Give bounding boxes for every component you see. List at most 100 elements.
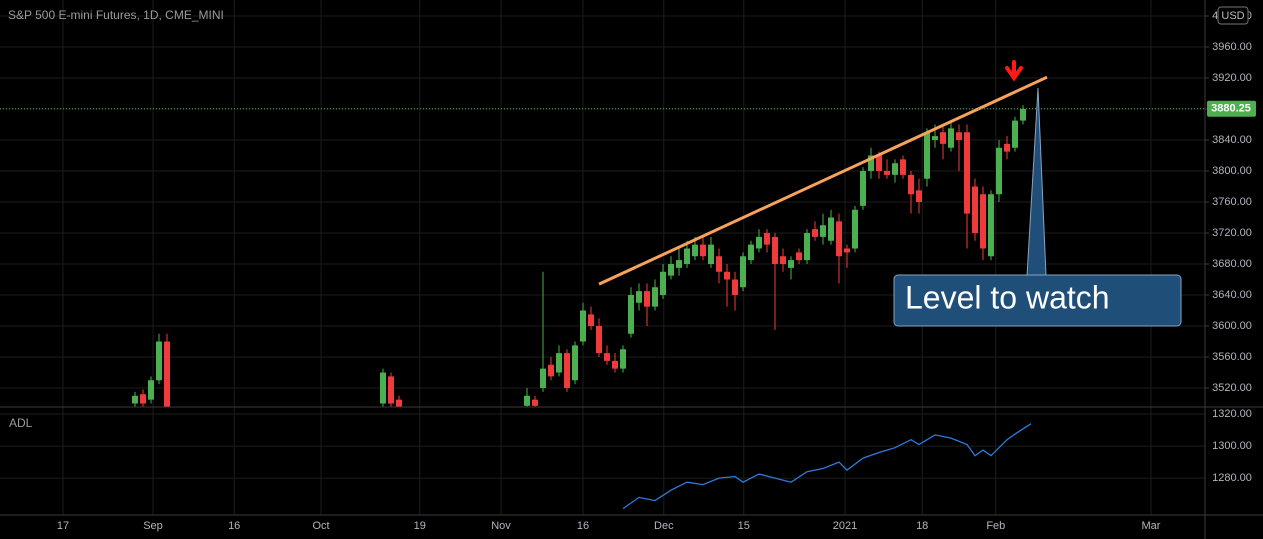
y-tick-label: 3760.00 — [1212, 196, 1252, 208]
x-tick-label: 16 — [228, 520, 240, 532]
candle-body — [884, 170, 890, 175]
x-tick-label: Nov — [491, 520, 511, 532]
candle-body — [988, 194, 994, 257]
candle-body — [908, 174, 914, 195]
candle-body — [852, 209, 858, 249]
candle-body — [996, 147, 1002, 195]
adl-panel — [622, 423, 1032, 510]
y-tick-label: 3640.00 — [1212, 289, 1252, 301]
candle-body — [668, 263, 674, 276]
candle-body — [1020, 108, 1026, 121]
candle-body — [812, 229, 818, 237]
candle-body — [644, 291, 650, 307]
chart-title: S&P 500 E-mini Futures, 1D, CME_MINI — [8, 8, 224, 22]
candle-body — [900, 159, 906, 175]
candle-body — [932, 136, 938, 140]
candle-body — [772, 236, 778, 264]
candle-body — [844, 248, 850, 253]
candle-body — [796, 252, 802, 261]
candle-body — [140, 394, 146, 404]
candle-body — [628, 294, 634, 334]
y-tick-label: 3560.00 — [1212, 351, 1252, 363]
x-tick-label: 18 — [916, 520, 928, 532]
annotation: Level to watch — [905, 279, 1110, 315]
candle-body — [804, 232, 810, 261]
candle-body — [700, 244, 706, 257]
candle-body — [924, 132, 930, 179]
candle-body — [588, 314, 594, 327]
candle-body — [572, 345, 578, 381]
candle-body — [788, 260, 794, 268]
candle-body — [964, 132, 970, 214]
candle-body — [132, 395, 138, 404]
candle-body — [660, 271, 666, 295]
x-tick-label: 17 — [57, 520, 69, 532]
candle-body — [596, 326, 602, 354]
candle-body — [580, 310, 586, 342]
adl-line — [622, 423, 1032, 510]
candle-body — [612, 360, 618, 369]
y-tick-label: 1280.00 — [1212, 472, 1252, 484]
x-tick-label: Oct — [312, 520, 329, 532]
y-tick-label: 3960.00 — [1212, 41, 1252, 53]
currency-badge — [1217, 6, 1249, 25]
price-panel — [0, 75, 1205, 407]
candle-body — [868, 155, 874, 171]
candle-body — [604, 353, 610, 361]
candle-body — [892, 163, 898, 175]
indicator-title: ADL — [9, 416, 33, 430]
overlay: Level to watch — [893, 60, 1182, 327]
candle-body — [940, 132, 946, 144]
candle-body — [620, 349, 626, 369]
x-tick-label: 19 — [414, 520, 426, 532]
y-tick-label: 3840.00 — [1212, 134, 1252, 146]
candle-body — [388, 376, 394, 404]
candle-body — [860, 170, 866, 206]
y-tick-label: 3680.00 — [1212, 258, 1252, 270]
candle-body — [540, 368, 546, 389]
candle-body — [692, 244, 698, 257]
candle-body — [716, 256, 722, 272]
y-tick-label: 1300.00 — [1212, 440, 1252, 452]
y-tick-label: 1320.00 — [1212, 408, 1252, 420]
currency-label: USD — [1221, 10, 1244, 22]
candle-body — [756, 236, 762, 249]
candle-body — [732, 279, 738, 295]
candle-body — [532, 399, 538, 406]
candle-body — [916, 190, 922, 202]
last-price-badge — [1207, 100, 1256, 117]
candle-body — [764, 232, 770, 245]
candle-body — [636, 291, 642, 303]
trendline — [598, 75, 1048, 286]
arrow-icon — [1005, 60, 1023, 82]
candle-body — [828, 217, 834, 241]
candle-body — [740, 256, 746, 288]
candle-body — [148, 380, 154, 400]
last-price-label: 3880.25 — [1211, 103, 1251, 115]
candle-body — [380, 372, 386, 404]
candle-body — [676, 260, 682, 268]
candle-body — [820, 225, 826, 237]
candle-body — [564, 353, 570, 389]
callout-pointer — [1026, 87, 1047, 277]
x-tick-label: Sep — [143, 520, 163, 532]
candle-body — [1012, 120, 1018, 148]
y-tick-label: 3600.00 — [1212, 320, 1252, 332]
candle-body — [556, 353, 562, 373]
candle-body — [948, 128, 954, 148]
candle-body — [652, 287, 658, 307]
x-tick-label: Feb — [986, 520, 1005, 532]
x-tick-label: 2021 — [833, 520, 857, 532]
candle-body — [1004, 143, 1010, 152]
candle-body — [972, 186, 978, 233]
candle-body — [684, 248, 690, 264]
x-tick-label: Mar — [1142, 520, 1161, 532]
candle-body — [748, 244, 754, 261]
y-tick-label: 3520.00 — [1212, 382, 1252, 394]
candle-body — [780, 256, 786, 264]
x-tick-label: 16 — [577, 520, 589, 532]
y-tick-label: 3800.00 — [1212, 165, 1252, 177]
callout-box — [893, 274, 1182, 327]
x-tick-label: Dec — [654, 520, 674, 532]
